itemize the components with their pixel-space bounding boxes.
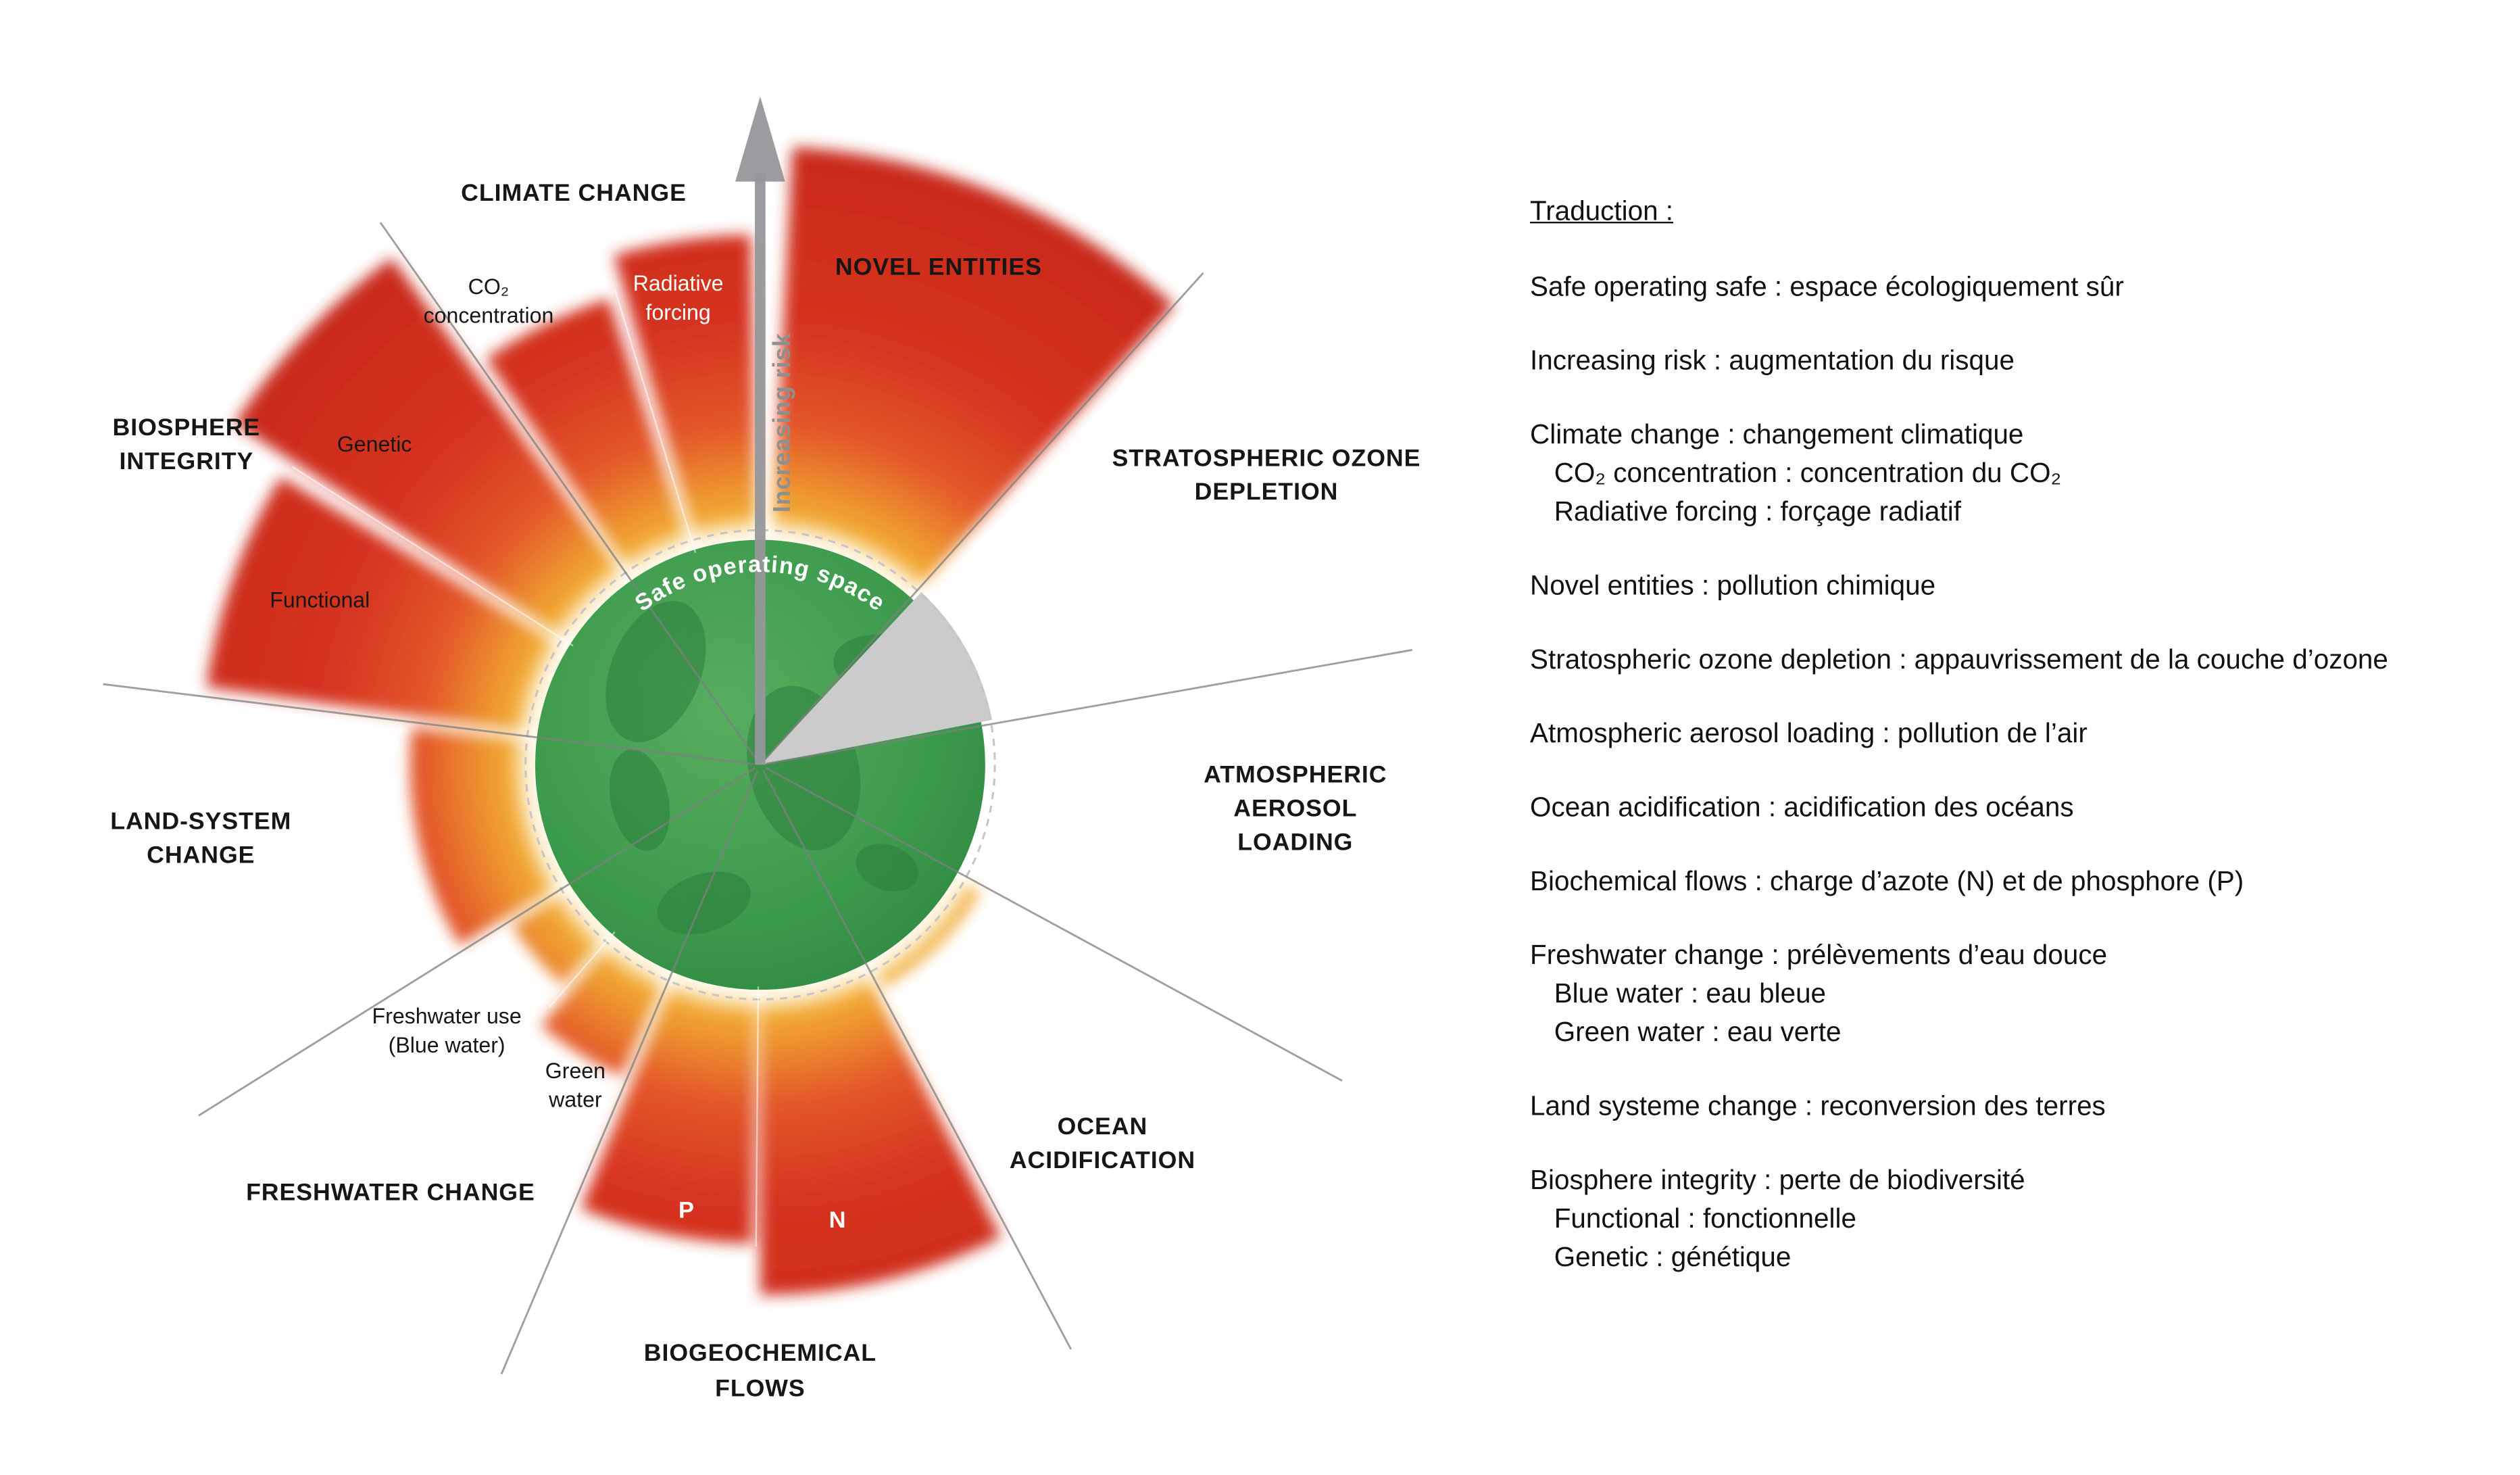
blue-water-label-line1: Freshwater use <box>372 1004 522 1028</box>
aerosol-label-line1: ATMOSPHERIC <box>1204 761 1387 788</box>
translation-group-freshwater-change: Freshwater change : prélèvements d’eau d… <box>1530 937 2513 1051</box>
ocean-acidification-label-line2: ACIDIFICATION <box>1010 1146 1195 1174</box>
functional-label: Functional <box>270 587 370 612</box>
sub-sector-divider-line <box>614 288 697 554</box>
translation-group-aerosol: Atmospheric aerosol loading : pollution … <box>1530 715 2513 752</box>
translation-line: Freshwater change : prélèvements d’eau d… <box>1530 940 2108 971</box>
increasing-risk-arrow <box>735 96 785 765</box>
translation-line: Safe operating safe : espace écologiquem… <box>1530 271 2124 302</box>
translation-subline: Genetic : génétique <box>1554 1242 1792 1273</box>
biogeochemical-label-line1: BIOGEOCHEMICAL <box>644 1339 876 1366</box>
sector-dividers <box>103 222 1412 1375</box>
radiative-forcing-label-line2: forcing <box>645 300 710 324</box>
translation-group-climate-change: Climate change : changement climatique C… <box>1530 416 2513 531</box>
translation-line: Novel entities : pollution chimique <box>1530 570 1936 601</box>
translation-group-ozone: Stratospheric ozone depletion : appauvri… <box>1530 641 2513 678</box>
translation-group-biochemical-flows: Biochemical flows : charge d’azote (N) e… <box>1530 863 2513 900</box>
novel-entities-label: NOVEL ENTITIES <box>835 253 1042 280</box>
translation-line: Biosphere integrity : perte de biodivers… <box>1530 1165 2025 1196</box>
translation-line: Increasing risk : augmentation du risque <box>1530 345 2015 377</box>
sector-divider-line <box>766 649 1412 765</box>
sector-divider-line <box>103 683 754 765</box>
sub-sector-divider-line <box>755 986 760 1247</box>
translation-line: Atmospheric aerosol loading : pollution … <box>1530 718 2087 749</box>
translation-subline: Functional : fonctionnelle <box>1554 1203 1856 1234</box>
ocean-acidification-label-line1: OCEAN <box>1058 1113 1148 1140</box>
green-water-label-line2: water <box>548 1088 602 1112</box>
translation-group-novel-entities: Novel entities : pollution chimique <box>1530 567 2513 604</box>
translation-subline: CO₂ concentration : concentration du CO₂ <box>1554 458 2062 489</box>
biogeochemical-label-line2: FLOWS <box>715 1375 806 1402</box>
sector-divider-line <box>379 222 758 760</box>
wedge-stratospheric-ozone <box>760 591 993 765</box>
gray-wedge-layer <box>760 591 993 765</box>
translation-line: Stratospheric ozone depletion : appauvri… <box>1530 644 2388 675</box>
nitrogen-label: N <box>829 1207 846 1233</box>
sector-divider-line <box>764 272 1204 761</box>
translation-subline: Green water : eau verte <box>1554 1017 1842 1048</box>
translation-panel: Traduction : Safe operating safe : espac… <box>1530 193 2513 1276</box>
translation-group-biosphere-integrity: Biosphere integrity : perte de biodivers… <box>1530 1161 2513 1276</box>
radiative-forcing-label-line1: Radiative <box>633 271 724 295</box>
increasing-risk-label: Increasing risk <box>768 333 795 512</box>
translation-group-ocean-acidification: Ocean acidification : acidification des … <box>1530 789 2513 826</box>
planetary-boundaries-diagram: Increasing risk Safe operating space CLI… <box>103 96 1421 1402</box>
land-system-label-line1: LAND-SYSTEM <box>110 807 291 834</box>
land-system-label-line2: CHANGE <box>147 841 255 868</box>
translation-line: Biochemical flows : charge d’azote (N) e… <box>1530 866 2244 897</box>
biosphere-label-line2: INTEGRITY <box>119 448 253 475</box>
translation-line: Ocean acidification : acidification des … <box>1530 792 2074 823</box>
climate-change-label: CLIMATE CHANGE <box>461 179 687 206</box>
sector-divider-line <box>500 770 759 1375</box>
co2-concentration-label-line1: CO₂ <box>468 274 510 299</box>
sector-divider-line <box>198 767 756 1117</box>
translation-line: Climate change : changement climatique <box>1530 419 2024 450</box>
genetic-label: Genetic <box>337 432 412 456</box>
translation-group-land-system: Land systeme change : reconversion des t… <box>1530 1088 2513 1125</box>
sub-sector-divider-line <box>548 932 616 1008</box>
aerosol-label-line2: AEROSOL <box>1233 794 1357 821</box>
phosphorus-label: P <box>678 1198 694 1224</box>
sub-sector-divider-line <box>292 466 574 647</box>
aerosol-label-line3: LOADING <box>1237 828 1353 855</box>
co2-concentration-label-line2: concentration <box>424 304 554 328</box>
translation-group-safe-operating: Safe operating safe : espace écologiquem… <box>1530 268 2513 306</box>
translation-heading: Traduction : <box>1530 195 1674 227</box>
ozone-label-line2: DEPLETION <box>1195 478 1339 505</box>
translation-subline: Blue water : eau bleue <box>1554 978 1827 1009</box>
sector-divider-line <box>762 770 1072 1350</box>
translation-line: Land systeme change : reconversion des t… <box>1530 1090 2106 1122</box>
sector-divider-line <box>765 767 1343 1082</box>
biosphere-label-line1: BIOSPHERE <box>113 414 261 441</box>
ozone-label-line1: STRATOSPHERIC OZONE <box>1112 444 1421 471</box>
translation-subline: Radiative forcing : forçage radiatif <box>1554 496 1961 527</box>
blue-water-label-line2: (Blue water) <box>389 1033 505 1057</box>
safe-boundary-dashed-circle <box>524 529 996 1000</box>
freshwater-change-label: FRESHWATER CHANGE <box>246 1179 535 1206</box>
translation-group-increasing-risk: Increasing risk : augmentation du risque <box>1530 342 2513 379</box>
green-water-label-line1: Green <box>545 1059 606 1083</box>
